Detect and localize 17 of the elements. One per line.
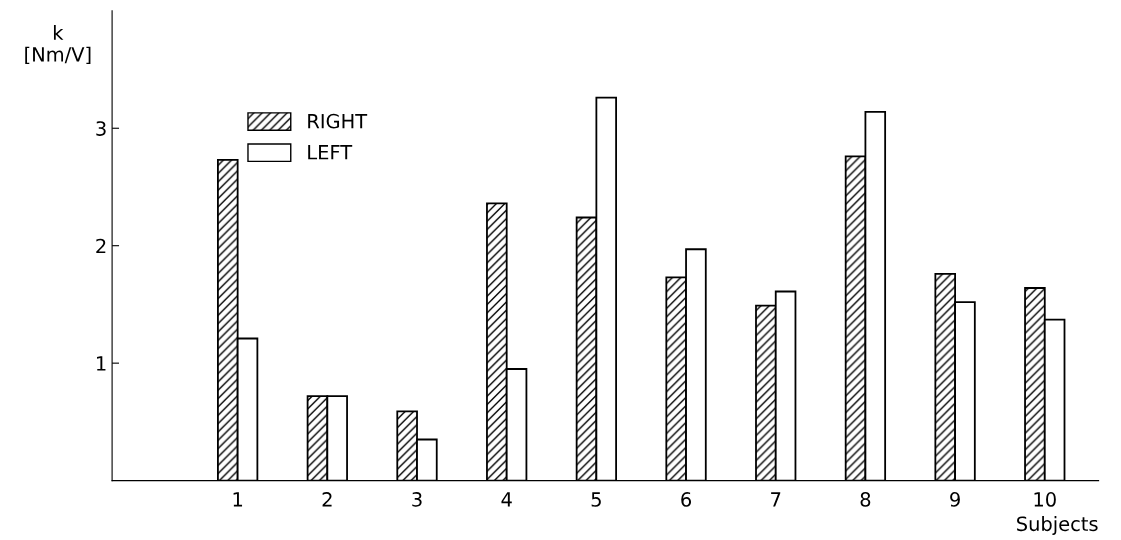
x-tick-label: 9	[950, 492, 960, 507]
legend-label: RIGHT	[308, 113, 368, 129]
x-tick-label: 8	[860, 492, 871, 507]
x-tick-label: 2	[322, 492, 332, 507]
y-tick-label: 3	[96, 121, 106, 136]
x-tick-label: 10	[1034, 492, 1056, 507]
x-tick-label: 5	[591, 492, 601, 507]
y-axis-title: k [Nm/V]	[25, 24, 91, 65]
x-tick-label: 4	[501, 492, 512, 507]
x-axis-title: Subjects	[1017, 516, 1098, 535]
legend-label: LEFT	[308, 145, 353, 160]
x-tick-label: 7	[771, 492, 781, 507]
y-tick-label: 2	[96, 238, 106, 254]
x-tick-label: 6	[681, 492, 692, 507]
y-tick-label: 1	[97, 356, 106, 371]
x-tick-label: 3	[412, 492, 422, 507]
x-tick-label: 1	[233, 492, 243, 507]
